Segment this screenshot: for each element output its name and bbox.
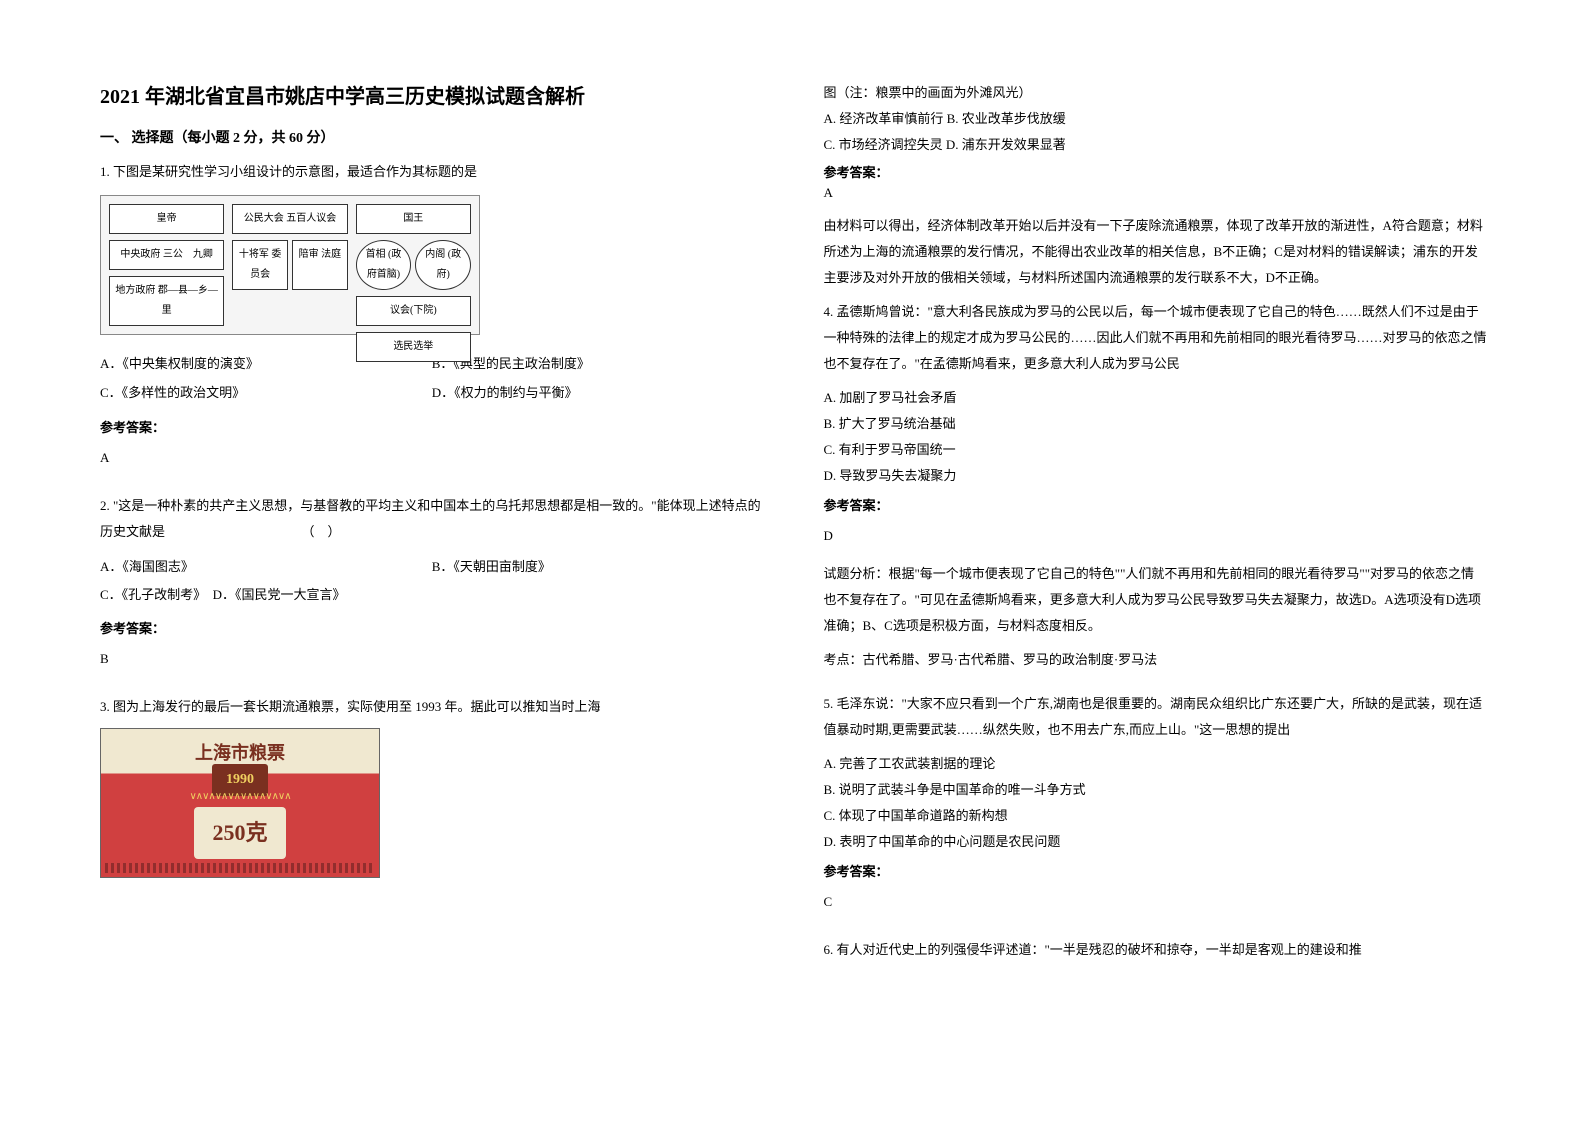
q3-answer-label: 参考答案： bbox=[824, 162, 1488, 181]
q4-answer-label: 参考答案： bbox=[824, 493, 1488, 519]
q1-answer-label: 参考答案： bbox=[100, 415, 764, 441]
question-6: 6. 有人对近代史上的列强侵华评述道："一半是残忍的破坏和掠夺，一半却是客观上的… bbox=[824, 937, 1488, 971]
q2-answer: B bbox=[100, 646, 764, 672]
diagram-cell-king: 国王 bbox=[356, 204, 471, 234]
q1-text: 1. 下图是某研究性学习小组设计的示意图，最适合作为其标题的是 bbox=[100, 159, 764, 185]
q1-answer: A bbox=[100, 445, 764, 471]
diagram-col-1: 皇帝 中央政府 三公 九卿 地方政府 郡—县—乡—里 bbox=[109, 204, 224, 326]
q3-opt-cd: C. 市场经济调控失灵 D. 浦东开发效果显著 bbox=[824, 132, 1488, 158]
q4-answer: D bbox=[824, 523, 1488, 549]
q1-opt-d: D．《权力的制约与平衡》 bbox=[432, 379, 764, 408]
q3-ticket-image: 上海市粮票 1990 ∨∧∨∧∨∧∨∧∨∧∨∧∨∧∨∧ 250克 bbox=[100, 728, 380, 878]
ticket-weight: 250克 bbox=[194, 807, 285, 859]
q3-note: 图（注：粮票中的画面为外滩风光） bbox=[824, 80, 1488, 106]
document-title: 2021 年湖北省宜昌市姚店中学高三历史模拟试题含解析 bbox=[100, 80, 764, 109]
q2-text: 2. "这是一种朴素的共产主义思想，与基督教的平均主义和中国本土的乌托邦思想都是… bbox=[100, 493, 764, 545]
q4-explanation: 试题分析：根据"每一个城市便表现了它自己的特色""人们就不再用和先前相同的眼光看… bbox=[824, 561, 1488, 639]
q6-text: 6. 有人对近代史上的列强侵华评述道："一半是残忍的破坏和掠夺，一半却是客观上的… bbox=[824, 937, 1488, 963]
q4-opt-d: D. 导致罗马失去凝聚力 bbox=[824, 463, 1488, 489]
q3-answer: A bbox=[824, 185, 1488, 201]
left-column: 2021 年湖北省宜昌市姚店中学高三历史模拟试题含解析 一、 选择题（每小题 2… bbox=[100, 80, 764, 1082]
diagram-cell-cabinet: 内阁 (政府) bbox=[415, 240, 471, 290]
diagram-cell-assembly: 公民大会 五百人议会 bbox=[232, 204, 347, 234]
q1-diagram: 皇帝 中央政府 三公 九卿 地方政府 郡—县—乡—里 公民大会 五百人议会 十将… bbox=[100, 195, 480, 335]
question-2: 2. "这是一种朴素的共产主义思想，与基督教的平均主义和中国本土的乌托邦思想都是… bbox=[100, 493, 764, 684]
q4-opt-a: A. 加剧了罗马社会矛盾 bbox=[824, 385, 1488, 411]
ticket-overlay bbox=[105, 863, 375, 873]
q5-answer: C bbox=[824, 889, 1488, 915]
diagram-cell-jury: 陪审 法庭 bbox=[292, 240, 348, 290]
q1-opt-c: C．《多样性的政治文明》 bbox=[100, 379, 432, 408]
right-column: 图（注：粮票中的画面为外滩风光） A. 经济改革审慎前行 B. 农业改革步伐放缓… bbox=[824, 80, 1488, 1082]
question-1: 1. 下图是某研究性学习小组设计的示意图，最适合作为其标题的是 皇帝 中央政府 … bbox=[100, 159, 764, 483]
q3-text: 3. 图为上海发行的最后一套长期流通粮票，实际使用至 1993 年。据此可以推知… bbox=[100, 694, 764, 720]
diagram-cell-parliament: 议会(下院) bbox=[356, 296, 471, 326]
q5-opt-c: C. 体现了中国革命道路的新构想 bbox=[824, 803, 1488, 829]
q2-options: A．《海国图志》 B．《天朝田亩制度》 C．《孔子改制考》 D．《国民党一大宣言… bbox=[100, 553, 764, 608]
diagram-cell-voters: 选民选举 bbox=[356, 332, 471, 362]
diagram-col-2: 公民大会 五百人议会 十将军 委员会 陪审 法庭 bbox=[232, 204, 347, 326]
q2-answer-label: 参考答案： bbox=[100, 616, 764, 642]
section-header: 一、 选择题（每小题 2 分，共 60 分） bbox=[100, 127, 764, 147]
q2-opt-a: A．《海国图志》 bbox=[100, 553, 432, 582]
diagram-cell-generals: 十将军 委员会 bbox=[232, 240, 288, 290]
question-5: 5. 毛泽东说："大家不应只看到一个广东,湖南也是很重要的。湖南民众组织比广东还… bbox=[824, 691, 1488, 927]
q2-opt-cd: C．《孔子改制考》 D．《国民党一大宣言》 bbox=[100, 582, 764, 608]
q4-text: 4. 孟德斯鸠曾说："意大利各民族成为罗马的公民以后，每一个城市便表现了它自己的… bbox=[824, 299, 1488, 377]
diagram-cell-emperor: 皇帝 bbox=[109, 204, 224, 234]
q1-opt-b: B．《典型的民主政治制度》 bbox=[432, 350, 764, 379]
q5-opt-a: A. 完善了工农武装割据的理论 bbox=[824, 751, 1488, 777]
q4-topic: 考点：古代希腊、罗马·古代希腊、罗马的政治制度·罗马法 bbox=[824, 647, 1488, 673]
q3-explanation: 由材料可以得出，经济体制改革开始以后并没有一下子废除流通粮票，体现了改革开放的渐… bbox=[824, 213, 1488, 291]
q4-opt-b: B. 扩大了罗马统治基础 bbox=[824, 411, 1488, 437]
q5-opt-d: D. 表明了中国革命的中心问题是农民问题 bbox=[824, 829, 1488, 855]
question-3: 3. 图为上海发行的最后一套长期流通粮票，实际使用至 1993 年。据此可以推知… bbox=[100, 694, 764, 886]
diagram-cell-local: 地方政府 郡—县—乡—里 bbox=[109, 276, 224, 326]
q5-opt-b: B. 说明了武装斗争是中国革命的唯一斗争方式 bbox=[824, 777, 1488, 803]
ticket-pattern: ∨∧∨∧∨∧∨∧∨∧∨∧∨∧∨∧ bbox=[189, 787, 290, 807]
q4-opt-c: C. 有利于罗马帝国统一 bbox=[824, 437, 1488, 463]
q2-opt-b: B．《天朝田亩制度》 bbox=[432, 553, 764, 582]
question-4: 4. 孟德斯鸠曾说："意大利各民族成为罗马的公民以后，每一个城市便表现了它自己的… bbox=[824, 299, 1488, 681]
diagram-cell-pm: 首相 (政府首脑) bbox=[356, 240, 412, 290]
q5-text: 5. 毛泽东说："大家不应只看到一个广东,湖南也是很重要的。湖南民众组织比广东还… bbox=[824, 691, 1488, 743]
q5-answer-label: 参考答案： bbox=[824, 859, 1488, 885]
diagram-cell-central: 中央政府 三公 九卿 bbox=[109, 240, 224, 270]
diagram-col-3: 国王 首相 (政府首脑) 内阁 (政府) 议会(下院) 选民选举 bbox=[356, 204, 471, 326]
q3-opt-ab: A. 经济改革审慎前行 B. 农业改革步伐放缓 bbox=[824, 106, 1488, 132]
